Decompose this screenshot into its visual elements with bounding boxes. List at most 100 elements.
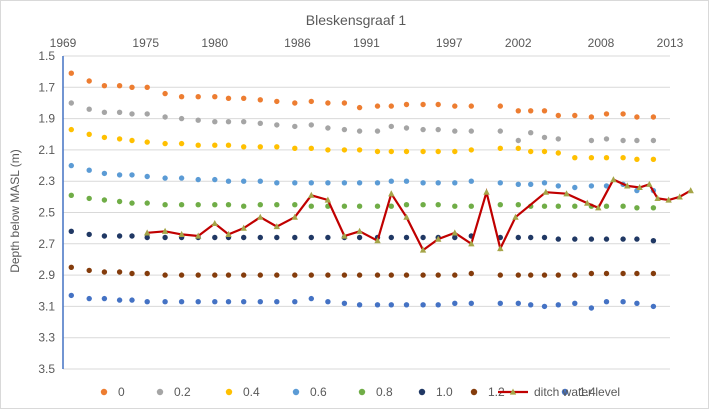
data-point xyxy=(468,203,474,209)
data-point xyxy=(324,196,332,203)
data-point xyxy=(195,142,201,148)
data-point xyxy=(144,270,150,277)
data-point xyxy=(528,272,534,278)
data-point xyxy=(603,270,610,277)
data-point xyxy=(541,108,548,114)
data-point xyxy=(636,183,643,191)
data-point xyxy=(452,234,458,241)
data-point xyxy=(497,103,503,109)
data-point xyxy=(541,272,548,278)
data-point xyxy=(178,230,185,238)
data-point xyxy=(512,213,519,220)
data-point xyxy=(68,162,75,169)
data-point xyxy=(541,134,548,141)
data-point xyxy=(468,103,474,109)
legend-item: 0.2 xyxy=(156,385,191,399)
data-point xyxy=(624,182,631,189)
data-point xyxy=(144,84,150,91)
y-tick-label: 1.5 xyxy=(38,49,55,63)
data-point xyxy=(325,234,331,241)
data-point xyxy=(144,299,150,305)
data-point xyxy=(542,188,550,195)
data-point xyxy=(257,97,263,103)
data-point xyxy=(162,90,168,97)
data-point xyxy=(620,137,626,144)
y-tick-label: 3.1 xyxy=(38,299,55,313)
data-point xyxy=(515,202,521,208)
data-point xyxy=(646,180,653,187)
data-point xyxy=(162,140,168,147)
x-tick-label: 1975 xyxy=(132,36,159,50)
data-point xyxy=(374,148,381,155)
data-point xyxy=(86,295,92,302)
data-point xyxy=(603,236,610,242)
data-point xyxy=(403,202,410,208)
data-point xyxy=(274,202,280,208)
data-point xyxy=(650,205,657,211)
x-tick-label: 1969 xyxy=(50,36,77,50)
data-point xyxy=(588,270,595,277)
data-point xyxy=(452,103,458,109)
data-point xyxy=(116,136,123,142)
data-point xyxy=(274,299,280,305)
data-point xyxy=(555,136,561,142)
data-point xyxy=(388,148,394,155)
data-point xyxy=(541,180,548,186)
data-point xyxy=(274,180,280,186)
data-point xyxy=(101,170,108,177)
x-tick-label: 1986 xyxy=(284,36,311,50)
data-point xyxy=(403,148,410,155)
data-point xyxy=(420,148,426,155)
legend-label: 1.4 xyxy=(579,385,596,399)
data-point xyxy=(195,202,201,208)
data-point xyxy=(162,272,168,278)
data-point xyxy=(452,180,458,186)
y-tick-label: 1.7 xyxy=(38,80,55,94)
data-point xyxy=(178,94,185,100)
data-point xyxy=(257,272,263,278)
data-point xyxy=(452,203,458,209)
data-point xyxy=(195,176,201,183)
data-point xyxy=(528,148,534,155)
data-point xyxy=(292,234,298,241)
data-point xyxy=(86,267,92,274)
data-point xyxy=(620,299,626,305)
data-point xyxy=(274,98,280,105)
data-point xyxy=(341,147,348,153)
data-point xyxy=(403,302,410,308)
data-point xyxy=(603,155,610,161)
data-point xyxy=(129,297,135,303)
data-point xyxy=(555,112,561,119)
legend-dot-swatch xyxy=(156,388,164,396)
data-point xyxy=(620,203,626,209)
data-point xyxy=(129,200,135,206)
series-0-6 xyxy=(68,162,657,194)
data-point xyxy=(654,194,661,202)
data-point xyxy=(101,83,108,89)
data-point xyxy=(144,200,150,206)
x-tick-label: 1997 xyxy=(436,36,463,50)
data-point xyxy=(497,244,504,252)
legend-label: 1.0 xyxy=(436,385,453,399)
data-point xyxy=(86,167,92,173)
data-point xyxy=(634,236,640,242)
data-point xyxy=(68,100,75,106)
data-point xyxy=(292,299,298,305)
data-point xyxy=(452,148,458,155)
data-point xyxy=(515,272,521,278)
data-point xyxy=(435,126,441,133)
legend-dot-swatch xyxy=(418,388,426,396)
data-point xyxy=(162,114,168,120)
legend-item: 0 xyxy=(100,385,125,399)
data-point xyxy=(468,240,475,247)
data-point xyxy=(325,100,331,106)
series-1-2 xyxy=(68,264,657,278)
data-point xyxy=(356,234,363,241)
data-point xyxy=(129,270,135,277)
data-point xyxy=(225,119,232,125)
series-1-4 xyxy=(68,292,657,311)
y-tick-label: 3.3 xyxy=(38,331,55,345)
data-point xyxy=(212,202,218,208)
